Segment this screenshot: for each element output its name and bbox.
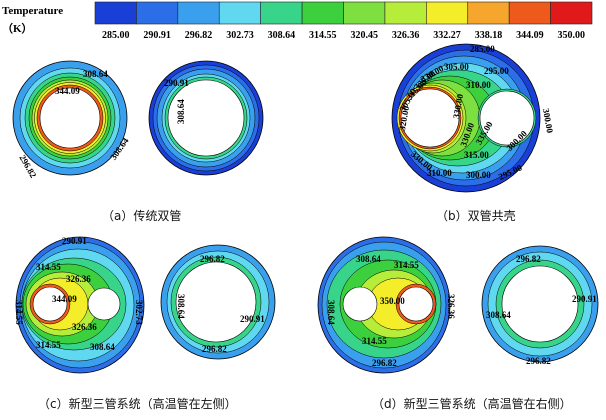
panel-d-left-pipe: 308.64 314.55 350.00 308.64 314.55 296.8…: [317, 236, 456, 374]
colorbar-unit: （K）: [2, 22, 33, 35]
contour-label: 310.00: [466, 80, 491, 90]
colorbar-swatch: [426, 1, 469, 25]
contour-label: 302.73: [134, 300, 144, 325]
panel-a-caption: （a）传统双管: [102, 208, 181, 223]
contour-label: 314.55: [394, 260, 419, 270]
panel-a: 308.64 344.09 308.64 296.82 290.91 308.6…: [12, 60, 264, 223]
colorbar-swatch: [94, 1, 137, 25]
panel-d-right-pipe: 296.82 290.91 308.64 296.82: [481, 245, 599, 366]
contour-label: 296.82: [526, 356, 551, 366]
colorbar-tick-label: 285.00: [102, 30, 130, 41]
colorbar-swatch: [343, 1, 386, 25]
colorbar-title: Temperature: [2, 5, 63, 17]
contour-label: 314.55: [14, 300, 24, 325]
contour-label: 295.00: [484, 66, 509, 76]
panel-d-caption: （d）新型三管系统（高温管在右侧）: [372, 396, 572, 411]
panel-c-caption: （c）新型三管系统（高温管在左侧）: [38, 396, 237, 411]
contour-label: 290.91: [62, 236, 87, 246]
colorbar-tick-label: 344.09: [516, 30, 544, 41]
contour-label: 326.36: [66, 274, 91, 284]
colorbar-swatch: [384, 1, 427, 25]
contour-label: 320.00: [397, 105, 411, 132]
colorbar-swatch: [260, 1, 303, 25]
contour-label: 344.09: [55, 86, 80, 96]
contour-label: 300.00: [466, 170, 491, 180]
panel-c: 290.91 314.55 326.36 344.09 302.73 326.3…: [14, 236, 276, 411]
contour-label: 290.91: [240, 314, 265, 324]
contour-label: 300.00: [541, 108, 555, 135]
contour-label: 296.82: [200, 254, 225, 264]
colorbar-tick-label: 326.36: [392, 30, 420, 41]
colorbar-tick-label: 296.82: [185, 30, 213, 41]
colorbar-tick-label: 332.27: [433, 30, 461, 41]
contour-label: 305.00: [444, 62, 469, 72]
contour-label: 308.64: [486, 310, 511, 320]
contour-label: 326.36: [72, 322, 97, 332]
contour-label: 308.64: [83, 69, 108, 79]
colorbar: Temperature （K） 285.00 290.91 296.82 302.73…: [2, 1, 593, 41]
panel-a-right-pipe: 290.91 308.64: [148, 60, 264, 176]
contour-label: 296.82: [202, 344, 227, 354]
contour-label: 350.00: [380, 296, 405, 306]
colorbar-swatch: [218, 1, 261, 25]
colorbar-swatch: [177, 1, 220, 25]
contour-label: 308.64: [326, 300, 336, 325]
colorbar-swatch: [301, 1, 344, 25]
contour-label: 314.55: [36, 262, 61, 272]
colorbar-tick-label: 314.55: [309, 30, 337, 41]
panel-b-caption: （b）双管共壳: [436, 208, 516, 223]
colorbar-tick-label: 338.18: [475, 30, 503, 41]
panel-b: 285.00 305.00 295.00 300.00 310.00 315.0…: [391, 43, 555, 223]
colorbar-swatch: [467, 1, 510, 25]
contour-label: 330.00: [451, 93, 465, 120]
panel-a-left-pipe: 308.64 344.09 308.64 296.82: [12, 60, 131, 180]
contour-label: 308.64: [176, 294, 186, 319]
contour-label: 290.91: [164, 78, 189, 88]
contour-label: 314.55: [36, 340, 61, 350]
contour-label: 296.82: [372, 358, 397, 368]
contour-label: 326.36: [446, 294, 456, 319]
panel-c-right-pipe: 296.82 308.64 290.91 296.82: [160, 244, 276, 360]
colorbar-tick-label: 290.91: [143, 30, 171, 41]
contour-label: 315.00: [464, 150, 489, 160]
colorbar-ticks: 285.00 290.91 296.82 302.73 308.64 314.55 320.…: [102, 30, 585, 41]
colorbar-swatches: [94, 1, 593, 25]
contour-label: 314.55: [362, 336, 387, 346]
colorbar-tick-label: 350.00: [558, 30, 586, 41]
colorbar-tick-label: 302.73: [226, 30, 254, 41]
panel-d: 308.64 314.55 350.00 308.64 314.55 296.8…: [317, 236, 599, 411]
contour-label: 308.64: [356, 254, 381, 264]
contour-label: 285.00: [470, 44, 495, 54]
colorbar-swatch: [136, 1, 179, 25]
contour-label: 310.00: [427, 168, 452, 178]
contour-label: 308.64: [176, 99, 186, 124]
panel-c-left-pipe: 290.91 314.55 326.36 344.09 302.73 326.3…: [14, 236, 145, 374]
colorbar-tick-label: 308.64: [268, 30, 296, 41]
colorbar-tick-label: 320.45: [350, 30, 378, 41]
contour-label: 344.09: [52, 294, 77, 304]
colorbar-swatch: [508, 1, 551, 25]
contour-label: 296.82: [516, 254, 541, 264]
colorbar-swatch: [550, 1, 593, 25]
contour-label: 290.91: [572, 294, 597, 304]
contour-label: 308.64: [90, 342, 115, 352]
